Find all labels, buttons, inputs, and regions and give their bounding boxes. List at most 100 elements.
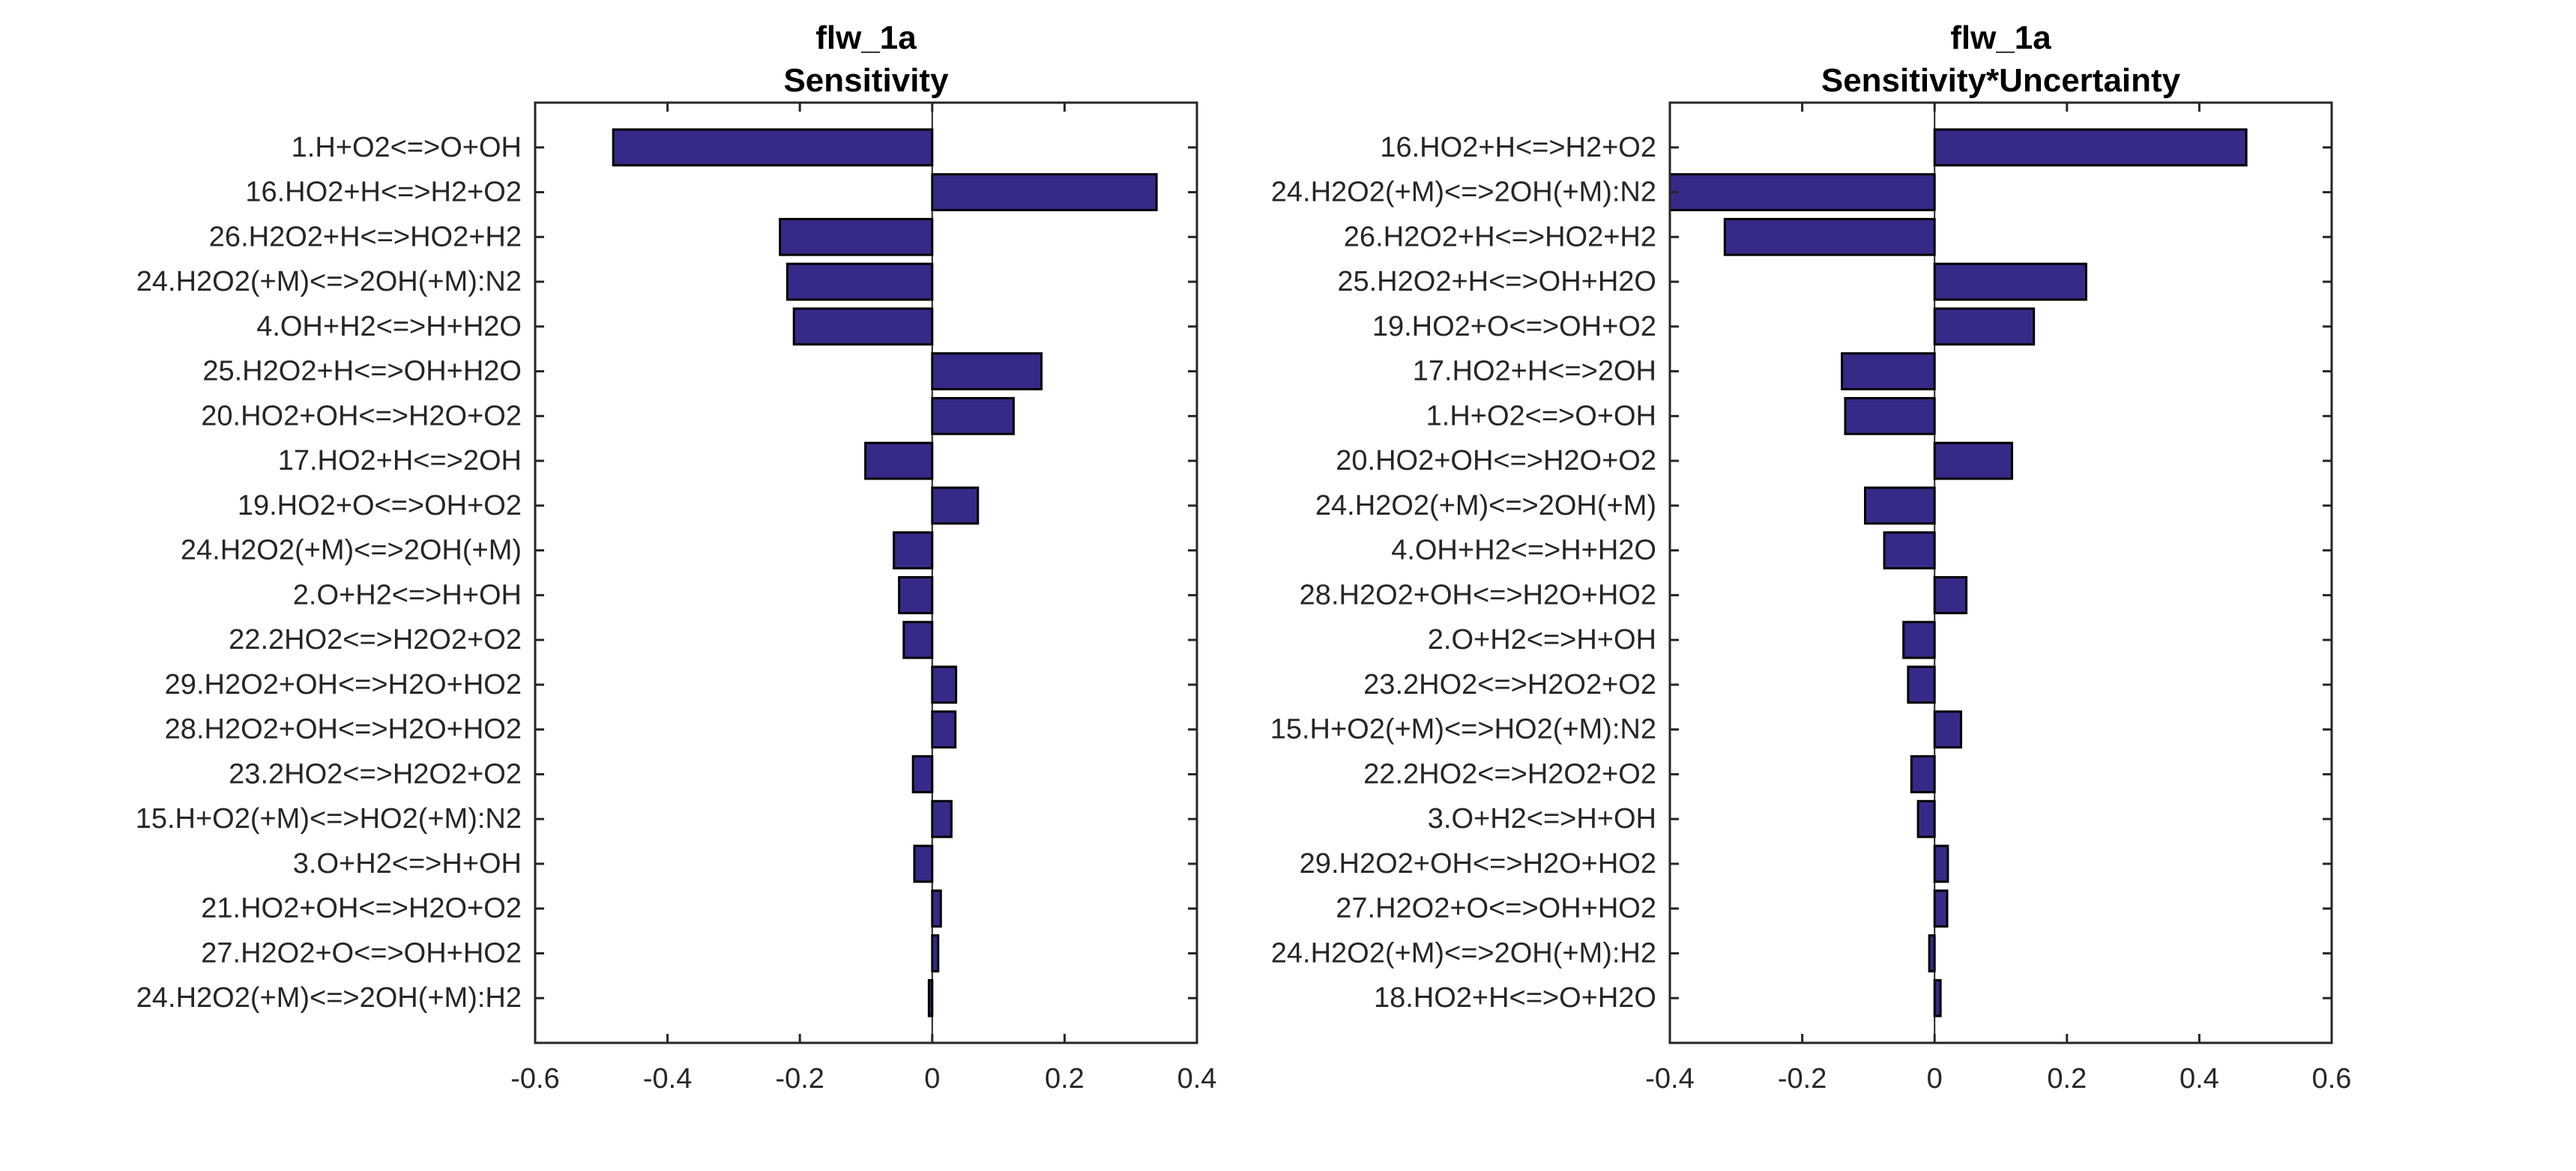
sensitivity-uncertainty-panel: flw_1a Sensitivity*Uncertainty 16.HO2+H<… (1270, 19, 2352, 1095)
axes-box (1668, 101, 2333, 1044)
bar (1841, 352, 1936, 390)
y-tick-label: 19.HO2+O<=>OH+O2 (238, 490, 522, 521)
bar (931, 710, 957, 749)
y-tick-label: 24.H2O2(+M)<=>2OH(+M):N2 (1271, 177, 1656, 208)
chart-title: flw_1a (815, 19, 917, 56)
y-tick-label: 17.HO2+H<=>2OH (1413, 356, 1656, 387)
x-tick-label: 0 (1927, 1063, 1943, 1095)
bar (1910, 755, 1936, 793)
bar (1933, 128, 2248, 167)
y-tick-label: 2.O+H2<=>H+OH (1428, 624, 1656, 656)
bar (898, 575, 934, 614)
bar (913, 844, 934, 883)
y-tick-label: 22.2HO2<=>H2O2+O2 (1363, 758, 1656, 790)
y-tick-label: 1.H+O2<=>O+OH (1426, 400, 1656, 432)
x-tick-label: 0.6 (2312, 1063, 2352, 1095)
sensitivity-panel: flw_1a Sensitivity 1.H+O2<=>O+OH 16.HO2+H… (136, 19, 1217, 1095)
bar (931, 889, 942, 928)
y-tick-label: 2.O+H2<=>H+OH (293, 579, 522, 611)
y-tick-label: 4.OH+H2<=>H+H2O (1391, 535, 1656, 566)
bar (931, 934, 940, 972)
chart-title: flw_1a (1950, 19, 2051, 56)
y-tick-label: 25.H2O2+H<=>OH+H2O (202, 356, 522, 387)
y-tick-label: 26.H2O2+H<=>HO2+H2 (209, 221, 522, 252)
bar (893, 531, 934, 570)
y-tick-label: 20.HO2+OH<=>H2O+O2 (201, 400, 522, 432)
bar (1668, 173, 1936, 211)
x-tick-label: -0.6 (510, 1063, 559, 1095)
x-tick-label: 0.2 (2047, 1063, 2087, 1095)
y-tick-label: 28.H2O2+OH<=>H2O+HO2 (1300, 579, 1656, 611)
y-tick-label: 15.H+O2(+M)<=>HO2(+M):N2 (136, 803, 522, 835)
y-tick-label: 22.2HO2<=>H2O2+O2 (229, 624, 522, 656)
bar (864, 441, 934, 480)
bar (931, 799, 953, 838)
bar (1933, 575, 1968, 614)
y-tick-label: 3.O+H2<=>H+OH (1428, 803, 1656, 835)
y-tick-label: 1.H+O2<=>O+OH (292, 132, 522, 163)
bar (1907, 665, 1936, 704)
y-tick-label: 19.HO2+O<=>OH+O2 (1372, 311, 1656, 342)
x-tick-label: 0.4 (2180, 1063, 2219, 1095)
y-tick-label: 24.H2O2(+M)<=>2OH(+M) (1315, 490, 1656, 521)
y-tick-label: 24.H2O2(+M)<=>2OH(+M):H2 (136, 982, 522, 1014)
bar (1933, 307, 2036, 346)
bar (1928, 934, 1936, 972)
y-tick-label: 16.HO2+H<=>H2+O2 (245, 177, 522, 208)
bar (1723, 217, 1936, 256)
chart-subtitle: Sensitivity (783, 62, 949, 99)
bar (931, 173, 1158, 211)
bar (1863, 486, 1936, 525)
x-tick-label: -0.2 (1778, 1063, 1827, 1095)
y-tick-label: 24.H2O2(+M)<=>2OH(+M):N2 (136, 266, 522, 297)
bar (1933, 441, 2014, 480)
bar (902, 620, 934, 659)
bar (785, 262, 934, 301)
bar (1902, 620, 1936, 659)
bar (1933, 978, 1942, 1017)
bar (931, 352, 1043, 390)
y-tick-label: 23.2HO2<=>H2O2+O2 (1363, 669, 1656, 701)
bar (931, 486, 980, 525)
bar (1933, 262, 2087, 301)
y-tick-label: 23.2HO2<=>H2O2+O2 (229, 758, 522, 790)
bar (1933, 889, 1949, 928)
y-tick-label: 20.HO2+OH<=>H2O+O2 (1336, 445, 1656, 476)
axes-box (534, 101, 1198, 1044)
bar (612, 128, 934, 167)
y-tick-label: 16.HO2+H<=>H2+O2 (1380, 132, 1656, 163)
x-tick-label: 0 (924, 1063, 940, 1095)
bar (1916, 799, 1936, 838)
bar (911, 755, 934, 793)
x-tick-label: 0.2 (1045, 1063, 1085, 1095)
x-tick-label: -0.4 (1645, 1063, 1694, 1095)
x-tick-label: -0.2 (775, 1063, 824, 1095)
x-tick-label: 0.4 (1177, 1063, 1217, 1095)
y-tick-label: 29.H2O2+OH<=>H2O+HO2 (1300, 848, 1656, 880)
bar (779, 217, 934, 256)
y-tick-label: 18.HO2+H<=>O+H2O (1374, 982, 1656, 1014)
y-tick-label: 3.O+H2<=>H+OH (293, 848, 522, 880)
bar (792, 307, 934, 346)
y-tick-label: 24.H2O2(+M)<=>2OH(+M) (181, 535, 522, 566)
chart-subtitle: Sensitivity*Uncertainty (1821, 62, 2181, 99)
bar (931, 396, 1015, 435)
y-tick-label: 27.H2O2+O<=>OH+HO2 (201, 937, 522, 969)
y-tick-label: 4.OH+H2<=>H+H2O (256, 311, 522, 342)
y-tick-label: 26.H2O2+H<=>HO2+H2 (1344, 221, 1656, 252)
y-tick-label: 17.HO2+H<=>2OH (278, 445, 522, 476)
y-tick-label: 29.H2O2+OH<=>H2O+HO2 (165, 669, 522, 701)
bar (1883, 531, 1936, 570)
y-tick-label: 27.H2O2+O<=>OH+HO2 (1336, 893, 1656, 925)
y-tick-label: 24.H2O2(+M)<=>2OH(+M):H2 (1271, 937, 1656, 969)
y-tick-label: 28.H2O2+OH<=>H2O+HO2 (165, 714, 522, 745)
bar (927, 978, 934, 1017)
y-tick-label: 15.H+O2(+M)<=>HO2(+M):N2 (1270, 714, 1656, 745)
y-tick-label: 21.HO2+OH<=>H2O+O2 (201, 893, 522, 925)
bar (1933, 710, 1963, 749)
bar (1844, 396, 1936, 435)
bar (1933, 844, 1949, 883)
bar (931, 665, 958, 704)
y-tick-label: 25.H2O2+H<=>OH+H2O (1337, 266, 1656, 297)
